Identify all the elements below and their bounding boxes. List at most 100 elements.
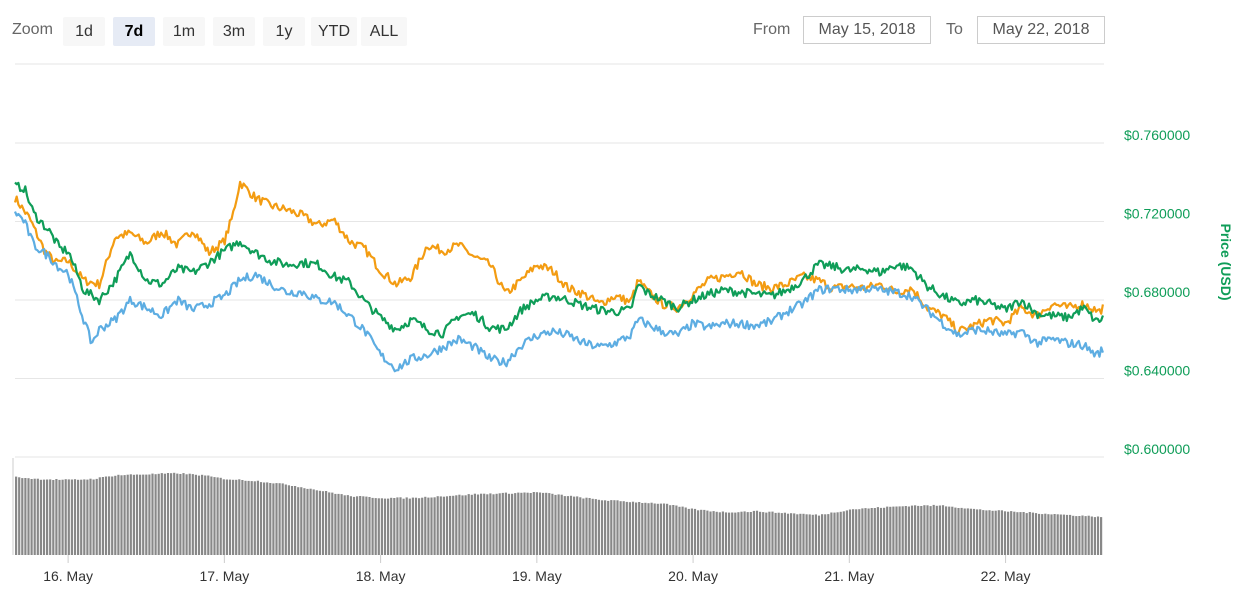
volume-bar (600, 500, 604, 555)
volume-bar (480, 493, 483, 555)
volume-bar (418, 498, 421, 555)
volume-bar (982, 510, 985, 555)
volume-bar (700, 509, 703, 555)
volume-bar (123, 475, 126, 555)
volume-bar (635, 502, 638, 555)
volume-bar (529, 493, 532, 555)
volume-bar (151, 473, 154, 555)
x-tick-label: 22. May (981, 568, 1031, 584)
volume-bar (579, 497, 582, 555)
zoom-1y-button[interactable]: 1y (263, 17, 305, 46)
volume-bar (1090, 516, 1093, 555)
volume-bar (331, 492, 334, 555)
volume-bar (61, 479, 64, 555)
volume-bar (309, 488, 312, 555)
volume-bar (511, 493, 514, 555)
price-series (13, 180, 1104, 373)
volume-bar (566, 496, 569, 555)
zoom-ytd-button[interactable]: YTD (311, 17, 357, 46)
volume-bar (793, 513, 796, 555)
volume-bar (941, 505, 945, 555)
volume-bar (278, 483, 281, 555)
volume-bar (920, 506, 923, 555)
zoom-1d-button[interactable]: 1d (63, 17, 105, 46)
volume-bar (557, 494, 560, 555)
volume-bar (836, 512, 839, 555)
volume-bar (359, 496, 362, 555)
volume-bar (430, 497, 433, 555)
volume-bar (374, 498, 377, 555)
volume-bar (690, 508, 693, 555)
volume-bar (709, 511, 712, 555)
volume-bar (421, 497, 424, 555)
volume-bar (604, 500, 607, 555)
volume-bar (275, 483, 278, 555)
volume-bar (845, 510, 848, 555)
to-date-input[interactable]: May 22, 2018 (977, 16, 1105, 44)
volume-bar (979, 509, 982, 555)
volume-bar (759, 511, 762, 555)
volume-bar (154, 474, 157, 555)
volume-bar (728, 512, 731, 555)
volume-bar (498, 493, 501, 555)
volume-bar (969, 508, 972, 555)
volume-bar (954, 507, 957, 555)
volume-bar (467, 494, 470, 555)
volume-bar (814, 514, 817, 555)
zoom-7d-button[interactable]: 7d (113, 17, 155, 46)
volume-bar (821, 514, 824, 555)
volume-bar (895, 506, 898, 555)
volume-bar (294, 486, 297, 555)
volume-bar (210, 476, 213, 555)
volume-bar (213, 477, 216, 555)
volume-bar (1010, 511, 1013, 555)
volume-bar (886, 506, 889, 555)
volume-bar (755, 510, 759, 555)
volume-bar (889, 506, 892, 555)
volume-bar (98, 477, 101, 555)
volume-bar (424, 496, 427, 555)
volume-bar (926, 505, 929, 555)
volume-bar (817, 515, 821, 555)
volume-bar (1072, 515, 1075, 555)
volume-bar (445, 496, 449, 555)
zoom-1m-button[interactable]: 1m (163, 17, 205, 46)
volume-bar (929, 506, 932, 555)
volume-bar (780, 513, 783, 555)
from-date-input[interactable]: May 15, 2018 (803, 16, 931, 44)
volume-bar (343, 495, 346, 555)
volume-bar (232, 479, 235, 555)
volume-bar (135, 474, 139, 555)
volume-bar (988, 510, 991, 555)
volume-bar (507, 493, 511, 555)
volume-bar (907, 506, 910, 555)
volume-bar (408, 498, 411, 555)
volume-bar (749, 512, 752, 555)
volume-bar (303, 488, 306, 555)
volume-bar (545, 492, 548, 555)
volume-bar (89, 478, 92, 555)
price-series-line-2 (13, 211, 1104, 373)
volume-bar (256, 480, 259, 555)
volume-bar (799, 513, 802, 555)
volume-bar (1050, 514, 1053, 555)
volume-bar (27, 478, 30, 555)
volume-bar (563, 496, 566, 555)
x-tick-label: 17. May (199, 568, 249, 584)
zoom-3m-button[interactable]: 3m (213, 17, 255, 46)
volume-bar (55, 479, 58, 555)
volume-bar (163, 473, 166, 555)
volume-bar (495, 493, 498, 555)
volume-bar (145, 474, 148, 555)
volume-bar (997, 510, 1000, 555)
volume-bar (263, 482, 266, 555)
zoom-all-button[interactable]: ALL (361, 17, 407, 46)
volume-bar (1000, 510, 1003, 555)
volume-bar (204, 475, 207, 555)
volume-bar (1038, 513, 1041, 555)
volume-bar (216, 477, 219, 555)
volume-bar (951, 506, 954, 555)
volume-bar (669, 505, 672, 555)
volume-bar (132, 474, 135, 555)
volume-bar (464, 495, 467, 555)
